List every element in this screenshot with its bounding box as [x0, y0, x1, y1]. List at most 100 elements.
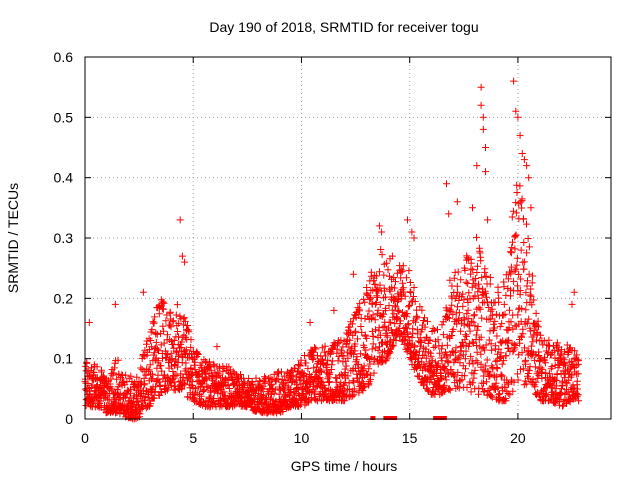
data-point: [394, 298, 401, 306]
data-point: [497, 353, 505, 361]
data-point: [83, 359, 91, 367]
data-point: [487, 340, 495, 348]
data-point: [438, 374, 445, 382]
data-point: [157, 389, 165, 397]
data-point: [402, 324, 410, 332]
data-point: [182, 346, 190, 354]
tick-labels: 0 5 10 15 20 0 0.1 0.2 0.3 0.4 0.5 0.6: [54, 49, 526, 446]
data-point: [525, 270, 533, 278]
chart-title: Day 190 of 2018, SRMTID for receiver tog…: [209, 19, 478, 35]
data-point: [545, 370, 553, 378]
data-point: [443, 180, 450, 188]
data-point: [178, 252, 186, 260]
data-point: [485, 304, 493, 311]
data-point: [482, 273, 490, 280]
data-point: [522, 380, 530, 388]
data-point: [484, 216, 492, 224]
data-point: [404, 216, 411, 224]
data-point: [441, 362, 449, 370]
data-point: [413, 313, 421, 321]
data-point: [256, 377, 264, 385]
x-axis-label: GPS time / hours: [291, 458, 398, 474]
data-point: [517, 246, 525, 254]
data-point: [463, 332, 470, 340]
data-point: [363, 290, 371, 298]
data-point: [503, 388, 511, 396]
data-point: [159, 322, 167, 330]
data-point: [470, 312, 478, 320]
data-point: [337, 336, 345, 344]
data-point: [518, 305, 526, 313]
data-point: [148, 343, 156, 351]
data-point: [374, 306, 382, 314]
data-point: [260, 376, 268, 384]
data-point: [201, 374, 209, 382]
data-point: [508, 213, 516, 221]
data-point: [456, 359, 464, 367]
data-point: [468, 338, 476, 346]
data-point: [464, 280, 472, 287]
data-point: [469, 360, 477, 368]
data-point: [357, 350, 365, 358]
data-point: [540, 337, 548, 345]
data-point: [476, 305, 484, 313]
data-point: [367, 375, 374, 383]
data-point: [496, 355, 504, 362]
data-point: [360, 362, 368, 370]
data-point: [512, 107, 520, 115]
data-point: [482, 144, 489, 151]
data-point: [525, 315, 533, 323]
data-point: [378, 228, 386, 236]
data-point: [480, 388, 488, 395]
data-point: [482, 378, 490, 386]
data-point: [172, 311, 180, 319]
data-point: [150, 394, 158, 402]
data-point: [471, 366, 479, 374]
data-point: [157, 341, 165, 349]
data-point: [358, 378, 366, 386]
data-point: [135, 388, 142, 396]
data-point: [512, 231, 520, 239]
data-point: [503, 379, 511, 387]
data-point: [553, 339, 561, 347]
data-point: [474, 262, 481, 270]
data-point: [514, 376, 522, 384]
data-point: [137, 364, 145, 372]
data-point: [488, 311, 496, 319]
data-point: [368, 315, 376, 323]
data-point: [131, 383, 139, 390]
data-point: [470, 370, 478, 378]
data-point: [483, 293, 490, 301]
data-point: [382, 259, 390, 267]
data-point: [412, 318, 419, 326]
data-point: [478, 314, 486, 322]
data-point: [475, 284, 483, 292]
data-point: [151, 388, 159, 396]
data-point: [93, 363, 101, 371]
data-point: [378, 251, 386, 259]
data-point: [374, 360, 382, 368]
data-point: [397, 266, 405, 274]
data-point: [191, 366, 199, 374]
data-point: [376, 331, 384, 339]
data-point: [538, 365, 546, 373]
data-point: [527, 292, 535, 300]
data-point: [411, 298, 419, 305]
data-point: [506, 286, 514, 294]
data-point: [500, 278, 508, 286]
data-point: [448, 301, 456, 309]
data-point: [484, 387, 492, 394]
data-point: [472, 331, 480, 339]
data-point: [182, 359, 190, 367]
data-point: [559, 402, 566, 410]
data-point: [167, 350, 175, 358]
data-point: [460, 321, 468, 329]
y-tick-label: 0.6: [54, 49, 74, 65]
data-point: [462, 365, 469, 373]
data-point: [563, 379, 571, 387]
data-point: [345, 379, 353, 387]
data-point: [142, 371, 150, 379]
data-point: [326, 349, 334, 357]
data-point: [528, 301, 536, 309]
x-tick-label: 0: [81, 430, 89, 446]
